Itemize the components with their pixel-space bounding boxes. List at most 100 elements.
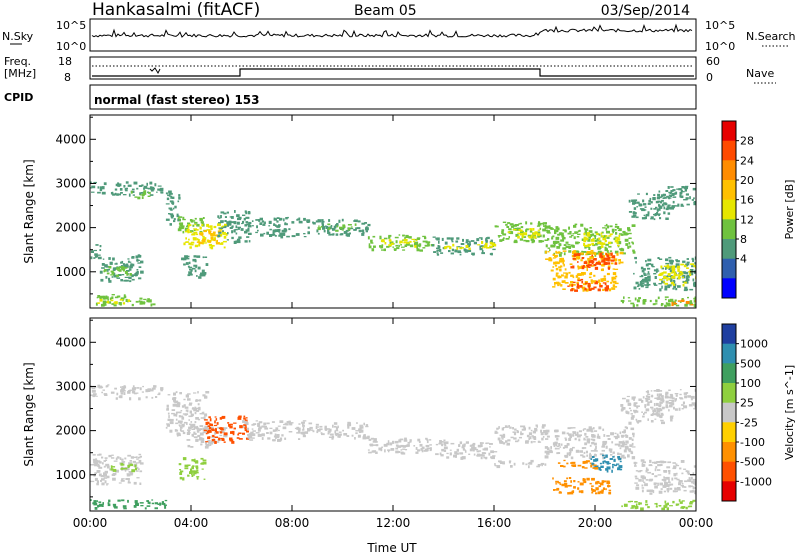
- echo-cell: [188, 224, 192, 227]
- radar-echo-layer: [90, 384, 696, 511]
- echo-cell: [140, 192, 145, 194]
- echo-cell: [134, 196, 138, 198]
- echo-cell: [554, 231, 557, 235]
- echo-cell: [624, 426, 627, 429]
- echo-cell: [631, 241, 634, 244]
- echo-cell: [112, 477, 116, 481]
- echo-cell: [682, 271, 686, 274]
- echo-cell: [555, 435, 558, 438]
- echo-cell: [634, 256, 637, 260]
- echo-cell: [653, 273, 657, 275]
- echo-cell: [190, 468, 193, 472]
- echo-cell: [492, 455, 496, 457]
- echo-cell: [672, 200, 675, 204]
- y-tick-label: 4000: [55, 132, 86, 146]
- echo-cell: [508, 461, 511, 464]
- echo-cell: [184, 256, 187, 259]
- echo-cell: [251, 428, 254, 430]
- echo-cell: [606, 481, 611, 484]
- echo-cell: [594, 453, 596, 457]
- echo-cell: [91, 389, 96, 393]
- echo-cell: [424, 236, 427, 240]
- echo-cell: [632, 249, 635, 252]
- echo-cell: [531, 240, 534, 244]
- echo-cell: [264, 221, 266, 224]
- echo-cell: [208, 230, 212, 233]
- echo-cell: [687, 505, 690, 508]
- colorbar-segment: [722, 343, 736, 364]
- echo-cell: [610, 281, 612, 284]
- echo-cell: [148, 191, 151, 194]
- echo-cell: [312, 221, 315, 224]
- echo-cell: [155, 396, 158, 398]
- echo-cell: [614, 250, 619, 254]
- echo-cell: [209, 423, 212, 426]
- echo-cell: [587, 251, 591, 254]
- echo-cell: [297, 430, 301, 434]
- echo-cell: [593, 252, 597, 256]
- echo-cell: [200, 443, 203, 446]
- radar-echo-layer: [90, 181, 696, 308]
- echo-cell: [426, 447, 431, 450]
- echo-cell: [280, 235, 284, 239]
- echo-cell: [331, 435, 335, 439]
- echo-cell: [538, 231, 541, 234]
- echo-cell: [694, 262, 696, 265]
- echo-cell: [409, 441, 412, 443]
- echo-cell: [246, 427, 250, 431]
- echo-cell: [645, 286, 649, 289]
- echo-cell: [194, 470, 197, 473]
- echo-cell: [189, 231, 192, 233]
- echo-cell: [530, 222, 533, 225]
- echo-cell: [670, 418, 673, 422]
- echo-cell: [223, 432, 228, 436]
- echo-cell: [659, 201, 663, 204]
- colorbar-tick-label: 20: [740, 174, 754, 187]
- echo-cell: [630, 417, 634, 420]
- echo-cell: [211, 429, 215, 432]
- echo-cell: [565, 455, 568, 458]
- echo-cell: [329, 428, 332, 432]
- echo-cell: [637, 405, 640, 407]
- echo-cell: [179, 392, 182, 395]
- echo-cell: [186, 241, 189, 243]
- echo-cell: [127, 260, 130, 263]
- echo-cell: [623, 429, 626, 432]
- echo-cell: [644, 284, 648, 286]
- echo-cell: [673, 271, 676, 275]
- echo-cell: [647, 271, 650, 274]
- echo-cell: [188, 238, 190, 241]
- echo-cell: [114, 188, 118, 191]
- echo-cell: [581, 280, 584, 284]
- echo-band: [110, 462, 138, 473]
- echo-cell: [195, 417, 199, 420]
- echo-cell: [298, 423, 301, 425]
- echo-cell: [692, 482, 696, 485]
- echo-band: [306, 218, 371, 237]
- echo-cell: [166, 423, 170, 425]
- echo-cell: [132, 385, 135, 388]
- echo-cell: [583, 266, 587, 268]
- echo-cell: [327, 223, 331, 226]
- echo-cell: [636, 420, 641, 423]
- echo-cell: [131, 387, 136, 391]
- echo-cell: [663, 276, 667, 279]
- echo-cell: [605, 445, 608, 449]
- echo-cell: [189, 423, 192, 426]
- echo-cell: [171, 409, 176, 411]
- echo-cell: [652, 489, 655, 494]
- echo-cell: [392, 440, 395, 444]
- echo-cell: [577, 464, 582, 467]
- echo-cell: [141, 301, 146, 305]
- echo-cell: [534, 231, 538, 235]
- echo-cell: [366, 436, 370, 440]
- echo-cell: [118, 266, 121, 270]
- echo-cell: [574, 289, 578, 292]
- echo-cell: [689, 300, 693, 303]
- echo-cell: [667, 470, 671, 472]
- echo-cell: [119, 395, 123, 399]
- echo-cell: [594, 239, 598, 242]
- echo-cell: [272, 429, 276, 432]
- freq-label-2: [MHz]: [4, 67, 36, 80]
- echo-cell: [567, 492, 570, 495]
